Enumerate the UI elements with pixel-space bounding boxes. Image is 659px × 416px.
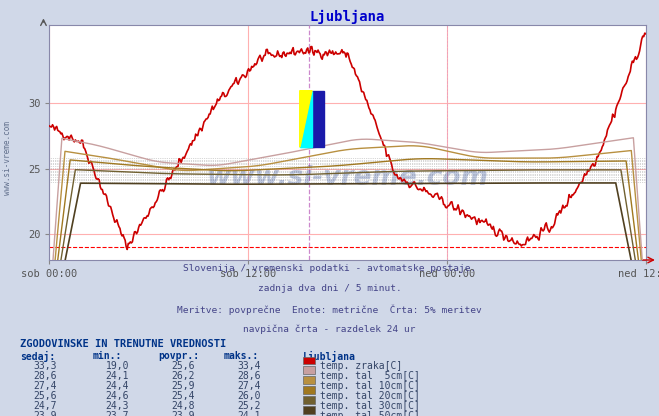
- Text: Meritve: povprečne  Enote: metrične  Črta: 5% meritev: Meritve: povprečne Enote: metrične Črta:…: [177, 304, 482, 314]
- Text: zadnja dva dni / 5 minut.: zadnja dva dni / 5 minut.: [258, 284, 401, 293]
- Text: temp. tal  5cm[C]: temp. tal 5cm[C]: [320, 371, 420, 381]
- Text: 25,6: 25,6: [171, 361, 195, 371]
- Text: Ljubljana: Ljubljana: [303, 351, 356, 362]
- Text: 28,6: 28,6: [33, 371, 57, 381]
- Text: 24,3: 24,3: [105, 401, 129, 411]
- Text: 33,3: 33,3: [33, 361, 57, 371]
- Text: 24,6: 24,6: [105, 391, 129, 401]
- Text: 23,9: 23,9: [33, 411, 57, 416]
- Text: 24,1: 24,1: [105, 371, 129, 381]
- Text: povpr.:: povpr.:: [158, 351, 199, 361]
- Text: maks.:: maks.:: [224, 351, 259, 361]
- Text: 24,4: 24,4: [105, 381, 129, 391]
- Text: 28,6: 28,6: [237, 371, 261, 381]
- Text: 25,9: 25,9: [171, 381, 195, 391]
- Text: temp. tal 30cm[C]: temp. tal 30cm[C]: [320, 401, 420, 411]
- Text: min.:: min.:: [92, 351, 122, 361]
- Text: 23,7: 23,7: [105, 411, 129, 416]
- Text: 25,2: 25,2: [237, 401, 261, 411]
- Text: 25,6: 25,6: [33, 391, 57, 401]
- Text: ZGODOVINSKE IN TRENUTNE VREDNOSTI: ZGODOVINSKE IN TRENUTNE VREDNOSTI: [20, 339, 226, 349]
- Title: Ljubljana: Ljubljana: [310, 10, 386, 24]
- Text: navpična črta - razdelek 24 ur: navpična črta - razdelek 24 ur: [243, 324, 416, 334]
- Text: temp. tal 10cm[C]: temp. tal 10cm[C]: [320, 381, 420, 391]
- Text: temp. zraka[C]: temp. zraka[C]: [320, 361, 402, 371]
- Text: 26,2: 26,2: [171, 371, 195, 381]
- Text: temp. tal 20cm[C]: temp. tal 20cm[C]: [320, 391, 420, 401]
- Text: temp. tal 50cm[C]: temp. tal 50cm[C]: [320, 411, 420, 416]
- Polygon shape: [300, 91, 312, 147]
- Text: www.si-vreme.com: www.si-vreme.com: [3, 121, 13, 195]
- Polygon shape: [312, 91, 324, 147]
- Text: sedaj:: sedaj:: [20, 351, 55, 362]
- Text: 26,0: 26,0: [237, 391, 261, 401]
- Text: 33,4: 33,4: [237, 361, 261, 371]
- Text: www.si-vreme.com: www.si-vreme.com: [207, 165, 488, 191]
- Polygon shape: [300, 91, 312, 147]
- Text: 19,0: 19,0: [105, 361, 129, 371]
- Text: 24,7: 24,7: [33, 401, 57, 411]
- Text: 24,8: 24,8: [171, 401, 195, 411]
- Text: 27,4: 27,4: [237, 381, 261, 391]
- Polygon shape: [300, 91, 312, 119]
- Text: 25,4: 25,4: [171, 391, 195, 401]
- Text: Slovenija / vremenski podatki - avtomatske postaje.: Slovenija / vremenski podatki - avtomats…: [183, 264, 476, 273]
- Text: 23,9: 23,9: [171, 411, 195, 416]
- Text: 27,4: 27,4: [33, 381, 57, 391]
- Text: 24,1: 24,1: [237, 411, 261, 416]
- Polygon shape: [300, 91, 312, 147]
- Polygon shape: [300, 119, 312, 147]
